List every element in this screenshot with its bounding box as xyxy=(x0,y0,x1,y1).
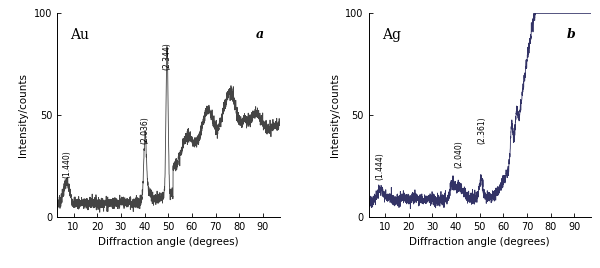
Y-axis label: Intensity/counts: Intensity/counts xyxy=(330,73,340,157)
Text: a: a xyxy=(256,28,264,41)
Text: b: b xyxy=(566,28,575,41)
Text: (2.036): (2.036) xyxy=(140,116,149,144)
X-axis label: Diffraction angle (degrees): Diffraction angle (degrees) xyxy=(98,237,239,247)
Text: Au: Au xyxy=(70,28,89,42)
X-axis label: Diffraction angle (degrees): Diffraction angle (degrees) xyxy=(409,237,550,247)
Y-axis label: Intensity/counts: Intensity/counts xyxy=(18,73,28,157)
Text: (2.361): (2.361) xyxy=(478,116,487,144)
Text: (1.440): (1.440) xyxy=(62,151,71,178)
Text: (1.444): (1.444) xyxy=(376,153,385,180)
Text: Ag: Ag xyxy=(382,28,401,42)
Text: (2.344): (2.344) xyxy=(162,43,171,70)
Text: (2.040): (2.040) xyxy=(454,140,463,168)
